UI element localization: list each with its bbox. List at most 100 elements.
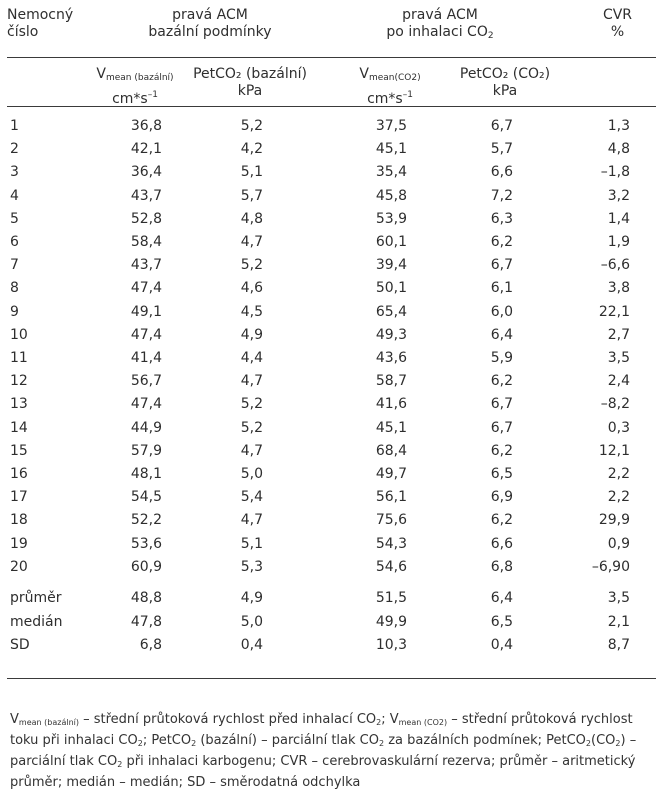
header-patient-line1: Nemocný xyxy=(7,7,74,23)
header-petco2-basal-label: PetCO₂ (bazální) xyxy=(193,66,307,82)
cell-vmean-basal: 52,8 xyxy=(130,210,162,227)
cell-vmean-co2: 54,6 xyxy=(375,558,407,575)
cell-patient: SD xyxy=(10,637,30,653)
cell-vmean-co2: 49,7 xyxy=(375,466,407,482)
cell-vmean-basal: 43,7 xyxy=(130,187,162,204)
footnote-subscript: 2 xyxy=(191,739,197,748)
cell-patient: 11 xyxy=(10,350,28,366)
header-group-basal: pravá ACM bazální podmínky xyxy=(100,7,320,41)
cell-petco2-co2: 6,6 xyxy=(490,164,513,181)
cell-patient: 17 xyxy=(10,489,28,506)
cell-vmean-basal: 56,7 xyxy=(130,373,162,390)
cell-petco2-co2: 6,9 xyxy=(490,489,513,506)
cell-vmean-co2: 45,1 xyxy=(375,141,407,158)
cell-petco2-basal: 4,7 xyxy=(240,442,263,459)
cell-vmean-co2: 56,1 xyxy=(375,489,407,506)
cell-cvr: 2,1 xyxy=(607,613,630,630)
cell-petco2-basal: 4,7 xyxy=(240,234,263,250)
header-cvr-line1: CVR xyxy=(602,7,633,23)
footnote: Vmean (bazální) – střední průtoková rych… xyxy=(10,711,650,792)
cell-cvr: 29,9 xyxy=(598,512,630,529)
cell-cvr: 3,8 xyxy=(607,280,630,297)
cell-vmean-co2: 50,1 xyxy=(375,280,407,297)
cell-cvr: 0,9 xyxy=(607,535,630,552)
footnote-text: (CO xyxy=(591,733,616,748)
header-top-rule xyxy=(7,57,656,58)
cell-vmean-basal: 36,8 xyxy=(130,118,162,134)
cell-cvr: –1,8 xyxy=(600,164,630,181)
cell-petco2-basal: 5,3 xyxy=(240,558,263,575)
cell-petco2-basal: 5,2 xyxy=(240,257,263,274)
cell-petco2-basal: 5,0 xyxy=(240,613,263,630)
cell-petco2-basal: 4,7 xyxy=(240,373,263,390)
header-vmean-basal-unit: cm*s–1 xyxy=(112,90,158,107)
cell-vmean-basal: 47,8 xyxy=(130,613,162,630)
cell-vmean-co2: 39,4 xyxy=(375,257,407,274)
footnote-text: (bazální) – parciální tlak CO xyxy=(196,733,379,748)
cell-petco2-co2: 6,7 xyxy=(490,257,513,274)
cell-petco2-basal: 5,4 xyxy=(240,489,263,506)
cell-vmean-co2: 49,3 xyxy=(375,326,407,343)
cell-vmean-co2: 54,3 xyxy=(375,535,407,552)
header-vmean-co2: Vmean(CO2) cm*s–1 xyxy=(330,66,450,108)
cell-cvr: 2,7 xyxy=(607,326,630,343)
cell-petco2-co2: 5,7 xyxy=(490,141,513,158)
table-bottom-rule xyxy=(7,678,656,679)
cell-petco2-basal: 5,0 xyxy=(240,466,263,482)
cell-vmean-co2: 65,4 xyxy=(375,303,407,320)
cell-petco2-co2: 6,4 xyxy=(490,326,513,343)
cell-vmean-basal: 6,8 xyxy=(139,637,162,653)
footnote-text: ; V xyxy=(381,712,399,727)
cell-vmean-co2: 53,9 xyxy=(375,210,407,227)
header-patient-number: Nemocný číslo xyxy=(7,7,73,41)
cell-vmean-co2: 75,6 xyxy=(375,512,407,529)
header-petco2-co2: PetCO₂ (CO₂) kPa xyxy=(445,66,565,100)
cell-petco2-co2: 6,2 xyxy=(490,442,513,459)
cell-vmean-basal: 43,7 xyxy=(130,257,162,274)
cell-petco2-co2: 6,7 xyxy=(490,396,513,413)
cell-vmean-co2: 49,9 xyxy=(375,613,407,630)
header-cvr: CVR % xyxy=(590,7,645,41)
cell-vmean-basal: 48,8 xyxy=(130,590,162,606)
footnote-text: – střední průtoková rychlost před inhala… xyxy=(78,712,377,727)
header-petco2-basal-unit: kPa xyxy=(237,83,263,99)
cell-patient: 19 xyxy=(10,535,28,552)
cell-petco2-co2: 6,2 xyxy=(490,234,513,250)
header-patient-line2: číslo xyxy=(7,24,39,40)
cell-vmean-basal: 41,4 xyxy=(130,350,162,366)
cell-cvr: 22,1 xyxy=(598,303,630,320)
cell-petco2-co2: 7,2 xyxy=(490,187,513,204)
cell-patient: 12 xyxy=(10,373,28,390)
cell-cvr: 12,1 xyxy=(598,442,630,459)
cell-patient: 14 xyxy=(10,419,28,436)
cell-patient: 10 xyxy=(10,326,28,343)
cell-patient: 4 xyxy=(10,187,19,204)
cell-petco2-basal: 5,2 xyxy=(240,419,263,436)
cell-vmean-basal: 57,9 xyxy=(130,442,162,459)
cell-vmean-basal: 44,9 xyxy=(130,419,162,436)
cell-petco2-co2: 6,0 xyxy=(490,303,513,320)
cell-cvr: 4,8 xyxy=(607,141,630,158)
header-group-co2-line2: po inhalaci CO2 xyxy=(386,24,494,41)
cell-patient: 16 xyxy=(10,466,28,482)
footnote-text: při inhalaci karbogenu; CVR – cerebrovas… xyxy=(10,754,636,790)
cell-patient: 2 xyxy=(10,141,19,158)
cell-patient: průměr xyxy=(10,590,62,606)
cell-petco2-basal: 4,9 xyxy=(240,326,263,343)
cell-petco2-co2: 6,4 xyxy=(490,590,513,606)
cell-vmean-basal: 49,1 xyxy=(130,303,162,320)
cell-vmean-basal: 52,2 xyxy=(130,512,162,529)
cell-cvr: 2,2 xyxy=(607,466,630,482)
cell-vmean-basal: 54,5 xyxy=(130,489,162,506)
cell-petco2-basal: 5,1 xyxy=(240,164,263,181)
cell-patient: 5 xyxy=(10,210,19,227)
cell-petco2-basal: 4,7 xyxy=(240,512,263,529)
header-petco2-co2-unit: kPa xyxy=(492,83,518,99)
cell-patient: 7 xyxy=(10,257,19,274)
header-group-co2: pravá ACM po inhalaci CO2 xyxy=(330,7,550,45)
cell-cvr: 2,4 xyxy=(607,373,630,390)
cell-petco2-co2: 6,3 xyxy=(490,210,513,227)
cell-vmean-basal: 47,4 xyxy=(130,280,162,297)
cell-patient: 15 xyxy=(10,442,28,459)
cell-petco2-basal: 4,9 xyxy=(240,590,263,606)
